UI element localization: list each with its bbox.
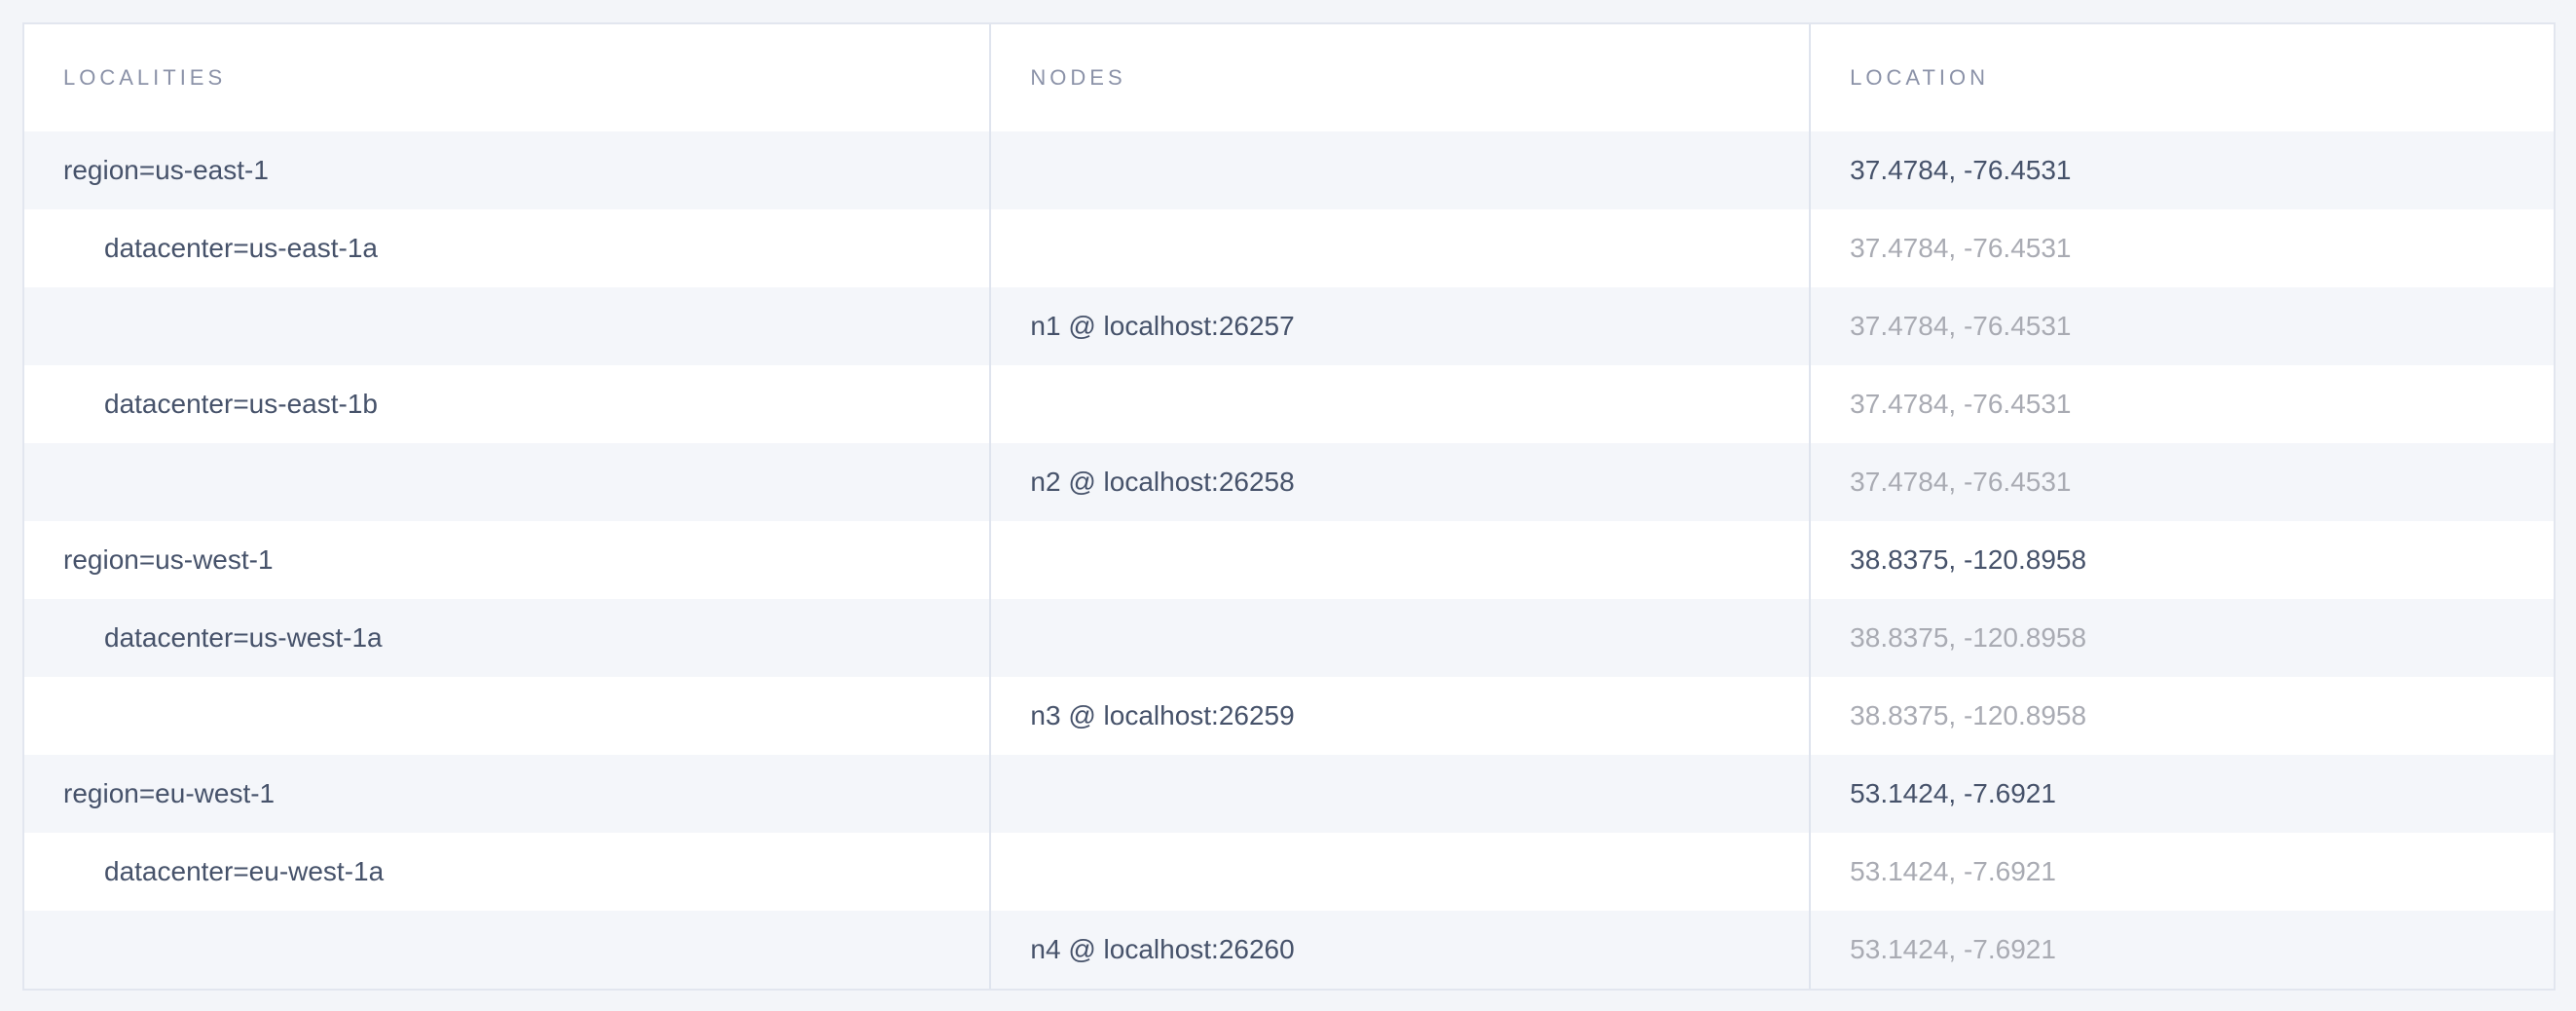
location-cell: 37.4784, -76.4531	[1809, 131, 2554, 209]
table-row: datacenter=us-east-1b 37.4784, -76.4531	[24, 365, 2554, 443]
table-row: n1 @ localhost:26257 37.4784, -76.4531	[24, 287, 2554, 365]
node-cell	[989, 833, 1811, 911]
node-cell: n4 @ localhost:26260	[989, 911, 1811, 989]
table-row: datacenter=us-east-1a 37.4784, -76.4531	[24, 209, 2554, 287]
locality-cell	[24, 911, 991, 989]
table-header-row: LOCALITIES NODES LOCATION	[24, 24, 2554, 131]
column-header-location: LOCATION	[1809, 24, 2554, 131]
location-cell: 53.1424, -7.6921	[1809, 911, 2554, 989]
location-cell: 37.4784, -76.4531	[1809, 209, 2554, 287]
table-row: region=eu-west-1 53.1424, -7.6921	[24, 755, 2554, 833]
node-cell: n1 @ localhost:26257	[989, 287, 1811, 365]
node-cell	[989, 521, 1811, 599]
table-row: datacenter=us-west-1a 38.8375, -120.8958	[24, 599, 2554, 677]
node-cell	[989, 755, 1811, 833]
localities-table-container: LOCALITIES NODES LOCATION region=us-east…	[22, 22, 2556, 991]
column-header-nodes: NODES	[989, 24, 1811, 131]
node-cell	[989, 209, 1811, 287]
localities-table: LOCALITIES NODES LOCATION region=us-east…	[24, 24, 2554, 989]
table-row: datacenter=eu-west-1a 53.1424, -7.6921	[24, 833, 2554, 911]
locality-cell: region=eu-west-1	[24, 755, 991, 833]
table-row: n4 @ localhost:26260 53.1424, -7.6921	[24, 911, 2554, 989]
table-row: region=us-west-1 38.8375, -120.8958	[24, 521, 2554, 599]
node-cell	[989, 365, 1811, 443]
column-header-localities: LOCALITIES	[24, 24, 991, 131]
location-cell: 37.4784, -76.4531	[1809, 287, 2554, 365]
locality-cell	[24, 677, 991, 755]
location-cell: 37.4784, -76.4531	[1809, 443, 2554, 521]
location-cell: 37.4784, -76.4531	[1809, 365, 2554, 443]
table-row: region=us-east-1 37.4784, -76.4531	[24, 131, 2554, 209]
locality-cell: region=us-west-1	[24, 521, 991, 599]
location-cell: 38.8375, -120.8958	[1809, 521, 2554, 599]
location-cell: 38.8375, -120.8958	[1809, 677, 2554, 755]
table-body: region=us-east-1 37.4784, -76.4531 datac…	[24, 131, 2554, 989]
locality-cell: datacenter=us-east-1a	[24, 209, 991, 287]
locality-cell: datacenter=us-west-1a	[24, 599, 991, 677]
locality-cell: datacenter=eu-west-1a	[24, 833, 991, 911]
table-row: n2 @ localhost:26258 37.4784, -76.4531	[24, 443, 2554, 521]
locality-cell	[24, 443, 991, 521]
node-cell	[989, 599, 1811, 677]
location-cell: 53.1424, -7.6921	[1809, 755, 2554, 833]
locality-cell: region=us-east-1	[24, 131, 991, 209]
locality-cell: datacenter=us-east-1b	[24, 365, 991, 443]
node-cell: n2 @ localhost:26258	[989, 443, 1811, 521]
node-cell	[989, 131, 1811, 209]
location-cell: 38.8375, -120.8958	[1809, 599, 2554, 677]
location-cell: 53.1424, -7.6921	[1809, 833, 2554, 911]
locality-cell	[24, 287, 991, 365]
node-cell: n3 @ localhost:26259	[989, 677, 1811, 755]
table-row: n3 @ localhost:26259 38.8375, -120.8958	[24, 677, 2554, 755]
